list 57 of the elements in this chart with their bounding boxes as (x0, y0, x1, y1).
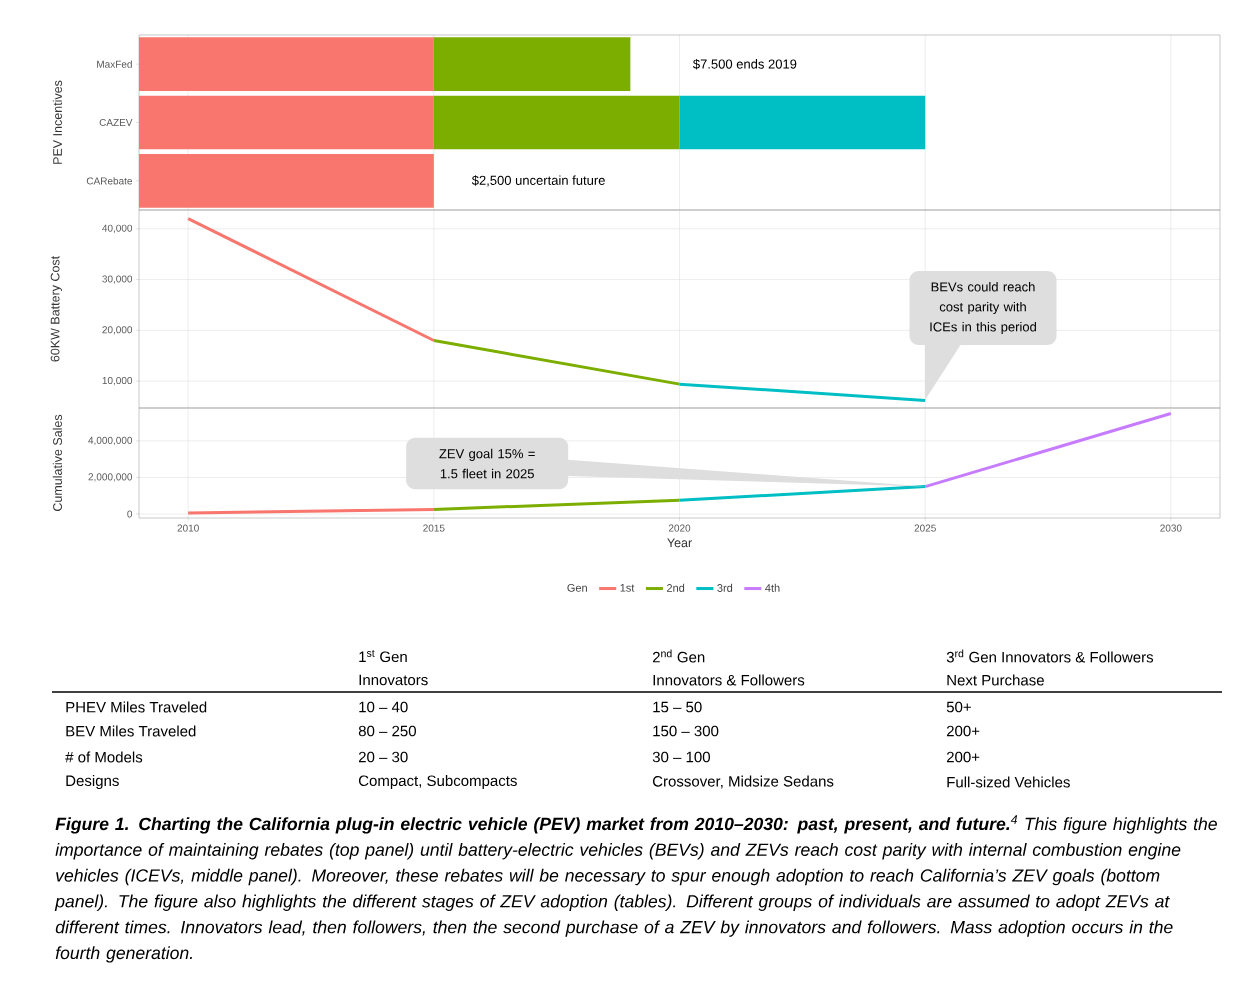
x-tick-label: 2010 (177, 524, 199, 532)
annotation: $7.500 ends 2019 (693, 58, 797, 70)
y-tick-label: 40,000 (102, 224, 133, 233)
x-axis-title: Year (667, 538, 692, 548)
y-axis-title: PEV Incentives (52, 80, 62, 164)
y-tick-label: CARebate (86, 177, 133, 185)
text: 2$^{nd}$ Gen (652, 649, 705, 663)
y-axis-title: 60KW Battery Cost (50, 255, 62, 362)
text: 50+ (946, 701, 971, 713)
y-tick-label: CAZEV (99, 118, 133, 127)
bar (433, 37, 631, 91)
text: Crossover, Midsize Sedans (652, 775, 834, 789)
legend-label: 1st (620, 584, 635, 592)
text: 200+ (946, 751, 980, 763)
text: Designs (66, 775, 119, 789)
text: Innovators & Followers (653, 674, 805, 686)
annotation: $2,500 uncertain future (471, 175, 605, 187)
y-tick-label: 2,000,000 (88, 473, 133, 482)
y-tick-label: 4,000,000 (88, 436, 133, 446)
x-tick-label: 2015 (423, 524, 445, 532)
text: 10 – 40 (359, 701, 408, 713)
text: PHEV Miles Traveled (66, 701, 207, 713)
y-tick-label: 20,000 (102, 326, 133, 335)
bar (139, 95, 434, 150)
text: Full-sized Vehicles (947, 776, 1070, 788)
text: 200+ (946, 725, 980, 737)
text: BEV Miles Traveled (66, 725, 196, 737)
bar (433, 95, 680, 150)
x-tick-label: 2020 (668, 524, 691, 532)
text: # of Models (65, 751, 143, 763)
x-tick-label: 2030 (1160, 524, 1182, 532)
text: Compact, Subcompacts (358, 775, 517, 789)
annotation: ZEV goal 15% = 1.5 fleet in 2025 (439, 448, 535, 479)
legend-title: Gen (567, 583, 587, 592)
bar (679, 95, 926, 150)
y-tick-label: 0 (127, 510, 133, 518)
y-tick-label: 10,000 (102, 376, 133, 386)
text: Next Purchase (947, 674, 1044, 686)
y-tick-label: MaxFed (97, 60, 132, 68)
text: 1$^{st}$ Gen (359, 649, 407, 663)
bar (139, 37, 434, 91)
text: 3$^{rd}$ Gen Innovators & Followers (946, 649, 1154, 663)
text: 20 – 30 (358, 751, 408, 763)
text: 15 – 50 (653, 701, 702, 713)
annotation: BEVs could reach cost parity with ICEs in this period (930, 281, 1036, 335)
text: 30 – 100 (652, 751, 710, 763)
text: Figure 1. Charting the California plug-in electric vehicle (PEV) market from 2010–2030: past, present, and future.$^{4}$ This figure highlights the importance of maintaining rebates (top panel) until battery-electric vehicles (BEVs) and ZEVs reach cost parity with internal combustion engine vehicles (ICEVs, middle panel). Moreover, these rebates will be necessary to spur enough adoption to reach California’s ZEV goals (bottom panel). The figure also highlights the different stages of ZEV adoption (tables). Different groups of individuals are assumed to adopt ZEVs at different times. Innovators lead, then followers, then the second purchase of a ZEV by innovators and followers. Mass adoption occurs in the fourth generation. (54, 815, 1217, 963)
x-tick-label: 2025 (914, 524, 936, 532)
text: Innovators (359, 674, 428, 686)
legend-label: 4th (765, 583, 780, 592)
legend-label: 3rd (717, 583, 733, 592)
y-tick-label: 30,000 (102, 275, 133, 284)
legend-label: 2nd (667, 583, 685, 592)
text: 80 – 250 (358, 725, 416, 737)
bar (139, 154, 434, 208)
y-axis-title: Cumulative Sales (52, 414, 62, 512)
text: 150 – 300 (653, 725, 719, 737)
